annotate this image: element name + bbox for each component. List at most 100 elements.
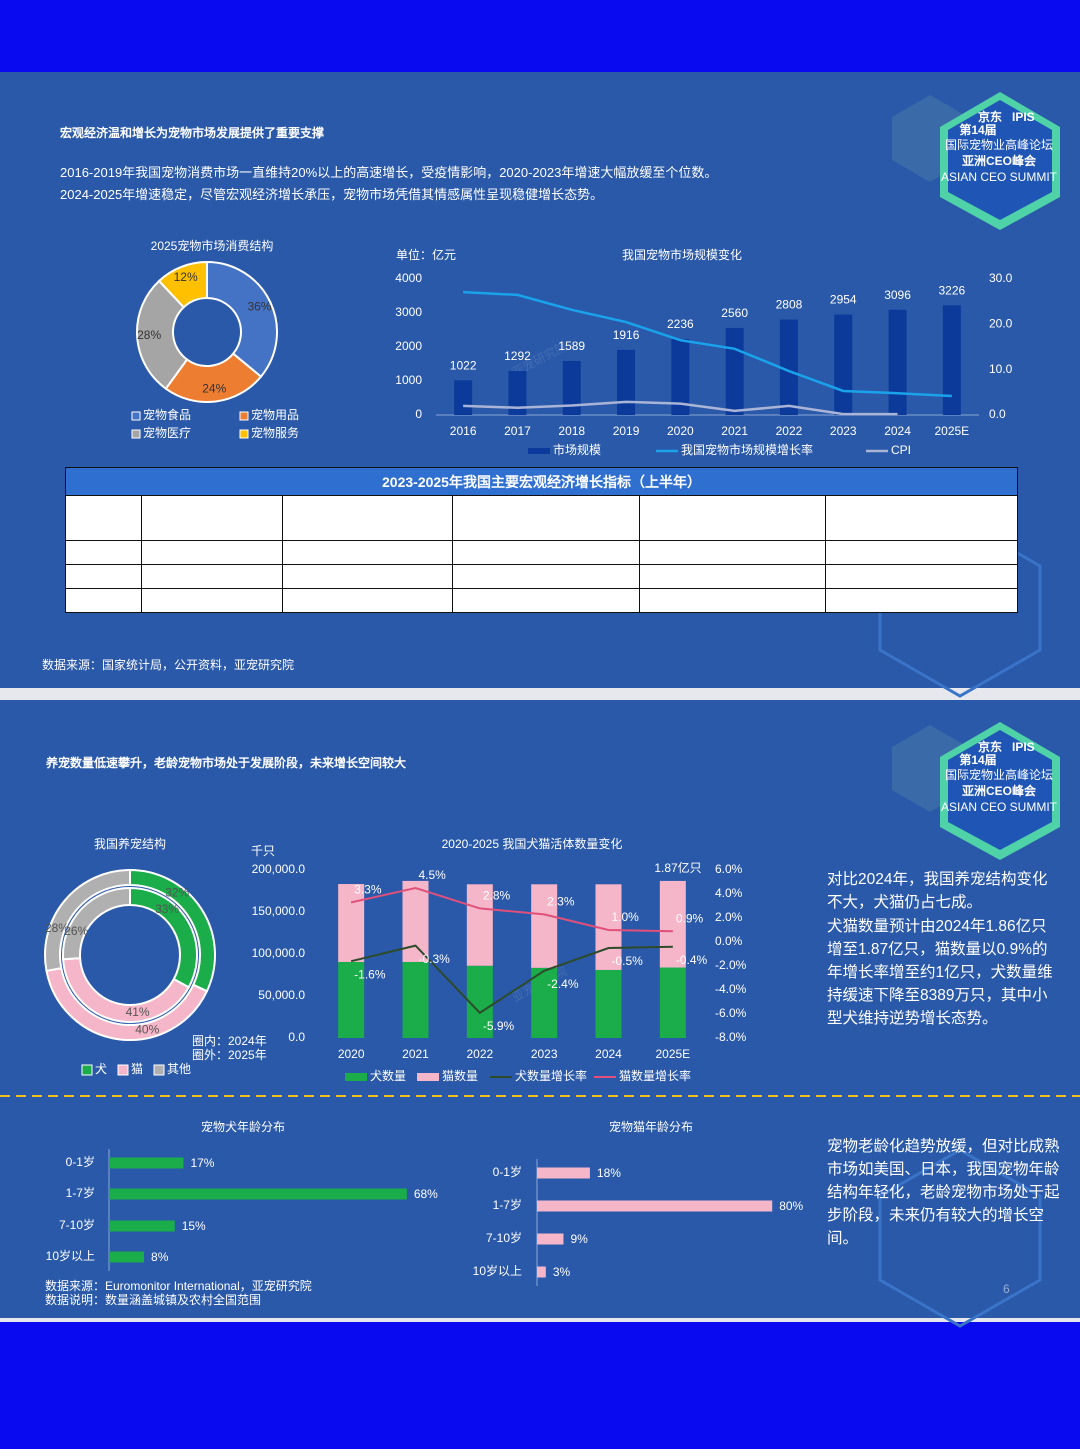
table-header: 全国居民消费价格指数 （CPI） [639,495,827,541]
description-line: 2024-2025年增速稳定，尽管宏观经济增长承压，宠物市场凭借其情感属性呈现稳… [60,187,604,202]
x-tick-label: 2016 [450,424,477,438]
y-tick-label: 2000 [395,339,422,353]
note: 犬猫数量预计由2024年1.86亿只增至1.87亿只，猫数量以0.9%的年增长率… [827,918,1053,1027]
logo-text: ASIAN CEO SUMMIT [941,800,1058,814]
logo-text: 亚洲CEO峰会 [962,153,1037,168]
y-tick-label: 4000 [395,271,422,285]
y-tick-label: 1000 [395,373,422,387]
value-label: 2560 [721,306,748,320]
legend-label: CPI [891,443,911,457]
value-label: 3% [553,1265,571,1279]
legend-swatch [417,1073,439,1081]
value-label: -1.6% [354,967,386,981]
table-cell: -0.1% [639,588,827,613]
table-header: 全国居民人均 可支配收入 [281,495,453,541]
value-label: 3096 [884,288,911,302]
value-label: 36% [247,299,271,313]
bar [466,884,493,966]
value-label: 2954 [830,293,857,307]
bar [109,1251,145,1263]
note: 宠物老龄化趋势放缓，但对比成熟市场如美国、日本，我国宠物年龄结构年轻化，老龄宠物… [827,1138,1060,1247]
annotation: 1.87亿只 [654,860,701,875]
line [350,886,673,933]
bar [659,967,686,1038]
legend-label: 猫 [131,1062,143,1076]
value-label: 1022 [450,358,477,372]
table-row: 2023 5.5% 6.5% 8.4% 0.7% 8.2% [65,540,1018,565]
table-cell: 2024 [65,564,142,589]
y2-tick-label: 20.0 [989,317,1013,331]
bar [402,880,429,962]
table-cell: 2025 [65,588,142,613]
legend-swatch [153,1064,165,1076]
legend-swatch [345,1073,367,1081]
table-cell: 3.7% [825,564,1018,589]
value-label: 26% [64,924,88,938]
value-label: -0.5% [612,954,644,968]
value-label: 2.8% [483,889,511,903]
logo-text: 京东 [978,739,1002,754]
x-tick-label: 2018 [558,424,585,438]
legend-label: 宠物用品 [251,407,299,422]
y-tick-label: 3000 [395,305,422,319]
legend-swatch [528,448,550,454]
legend-label: 宠物食品 [143,407,191,422]
gap [0,688,1080,700]
chart-title: 2025宠物市场消费结构 [151,238,274,253]
y2-tick-label: 6.0% [715,862,743,876]
table-cell: 8.4% [451,540,641,565]
value-label: -2.4% [547,977,579,991]
table-header: 国内生产总值 （GDP） [140,495,283,541]
source: 数据说明：数量涵盖城镇及农村全国范围 [45,1292,261,1307]
table-cell: 5.4% [281,564,453,589]
bar [338,884,365,962]
gap [0,1318,1080,1322]
y-tick-label: 200,000.0 [252,862,306,876]
table-cell: 5.2% [451,588,641,613]
bar [454,380,473,415]
x-tick-label: 2020 [338,1047,365,1061]
table-cell: 5.0% [140,564,283,589]
slice [164,352,263,403]
table-title: 2023-2025年我国主要宏观经济增长指标（上半年） [65,467,1018,496]
bar [562,360,581,415]
value-label: 32% [165,886,189,900]
y-tick-label: 0-1岁 [66,1154,95,1169]
logo-text: 京东 [978,109,1002,124]
y2-tick-label: 2.0% [715,910,743,924]
bar [659,880,686,968]
legend-label: 宠物医疗 [143,425,191,440]
slice [44,868,131,973]
slide-title: 养宠数量低速攀升，老龄宠物市场处于发展阶段，未来增长空间较大 [45,755,406,770]
logo-text: IPIS [1012,110,1035,124]
slice [206,260,278,379]
bar [109,1157,184,1169]
y2-tick-label: -8.0% [715,1030,747,1044]
line [463,290,952,398]
bar [834,314,853,415]
table-header: 社会消费品零售总额 [825,495,1018,541]
page-number: 6 [1003,1282,1010,1296]
value-label: 41% [126,1005,150,1019]
value-label: -5.9% [483,1019,515,1033]
y2-tick-label: -4.0% [715,982,747,996]
bar [466,965,493,1038]
value-label: 2.3% [547,895,575,909]
bar [109,1188,407,1200]
table-cell: 5.0% [825,588,1018,613]
y2-tick-label: 0.0 [989,407,1006,421]
y2-tick-label: 0.0% [715,934,743,948]
bar [617,349,636,415]
description: 2016-2019年我国宠物消费市场一直维持20%以上的高速增长，受疫情影响，2… [60,162,717,206]
value-label: 9% [570,1232,588,1246]
bar [888,309,907,415]
line [463,400,898,416]
chart-title: 宠物猫年龄分布 [609,1119,693,1134]
x-tick-label: 2021 [402,1047,429,1061]
value-label: 2236 [667,317,694,331]
y2-tick-label: 10.0 [989,362,1013,376]
bar [531,884,558,968]
note: 对比2024年，我国养宠结构变化不大，犬猫仍占七成。 [827,871,1048,911]
y-tick-label: 7-10岁 [59,1217,95,1232]
table-cell: 6.5% [281,540,453,565]
